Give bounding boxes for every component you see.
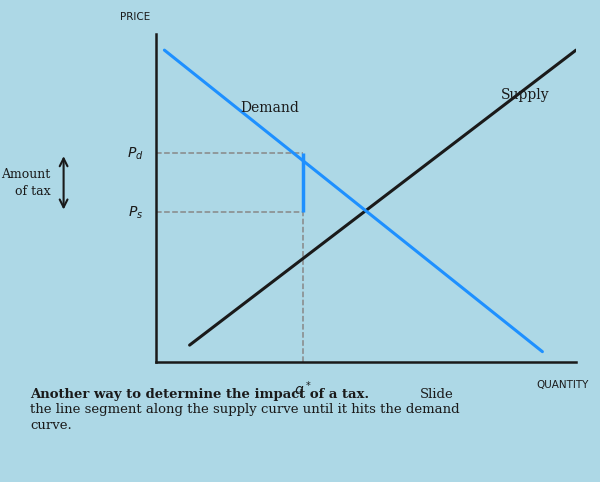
- Text: $q^*$: $q^*$: [294, 379, 312, 401]
- Text: PRICE: PRICE: [120, 12, 150, 22]
- Text: Amount
of tax: Amount of tax: [1, 168, 50, 198]
- Text: Another way to determine the impact of a tax.: Another way to determine the impact of a…: [30, 388, 369, 401]
- Text: $P_s$: $P_s$: [128, 204, 143, 221]
- Text: Demand: Demand: [240, 101, 299, 115]
- Text: Slide: Slide: [420, 388, 454, 401]
- Text: $P_d$: $P_d$: [127, 145, 143, 161]
- Text: Another way to determine the impact of a tax.: Another way to determine the impact of a…: [30, 381, 369, 394]
- Text: curve.: curve.: [30, 419, 72, 432]
- Text: QUANTITY: QUANTITY: [536, 379, 589, 389]
- Text: Supply: Supply: [500, 88, 549, 102]
- Text: the line segment along the supply curve until it hits the demand: the line segment along the supply curve …: [30, 403, 460, 416]
